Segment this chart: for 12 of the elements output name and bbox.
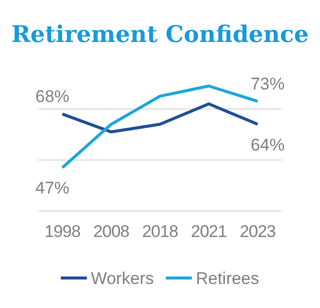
data-label: 64% bbox=[250, 135, 285, 154]
x-tick-label: 2021 bbox=[190, 222, 227, 242]
x-tick-label: 2018 bbox=[142, 222, 178, 242]
legend-label: Retirees bbox=[196, 269, 260, 288]
data-label: 68% bbox=[35, 87, 70, 106]
data-label: 73% bbox=[250, 74, 285, 94]
x-tick-label: 2023 bbox=[240, 222, 276, 242]
chart-title: Retirement Confidence bbox=[11, 21, 309, 48]
data-label: 47% bbox=[35, 178, 70, 198]
x-tick-label: 1998 bbox=[44, 222, 80, 242]
x-tick-label: 2008 bbox=[93, 222, 130, 242]
legend-label: Workers bbox=[90, 269, 154, 288]
